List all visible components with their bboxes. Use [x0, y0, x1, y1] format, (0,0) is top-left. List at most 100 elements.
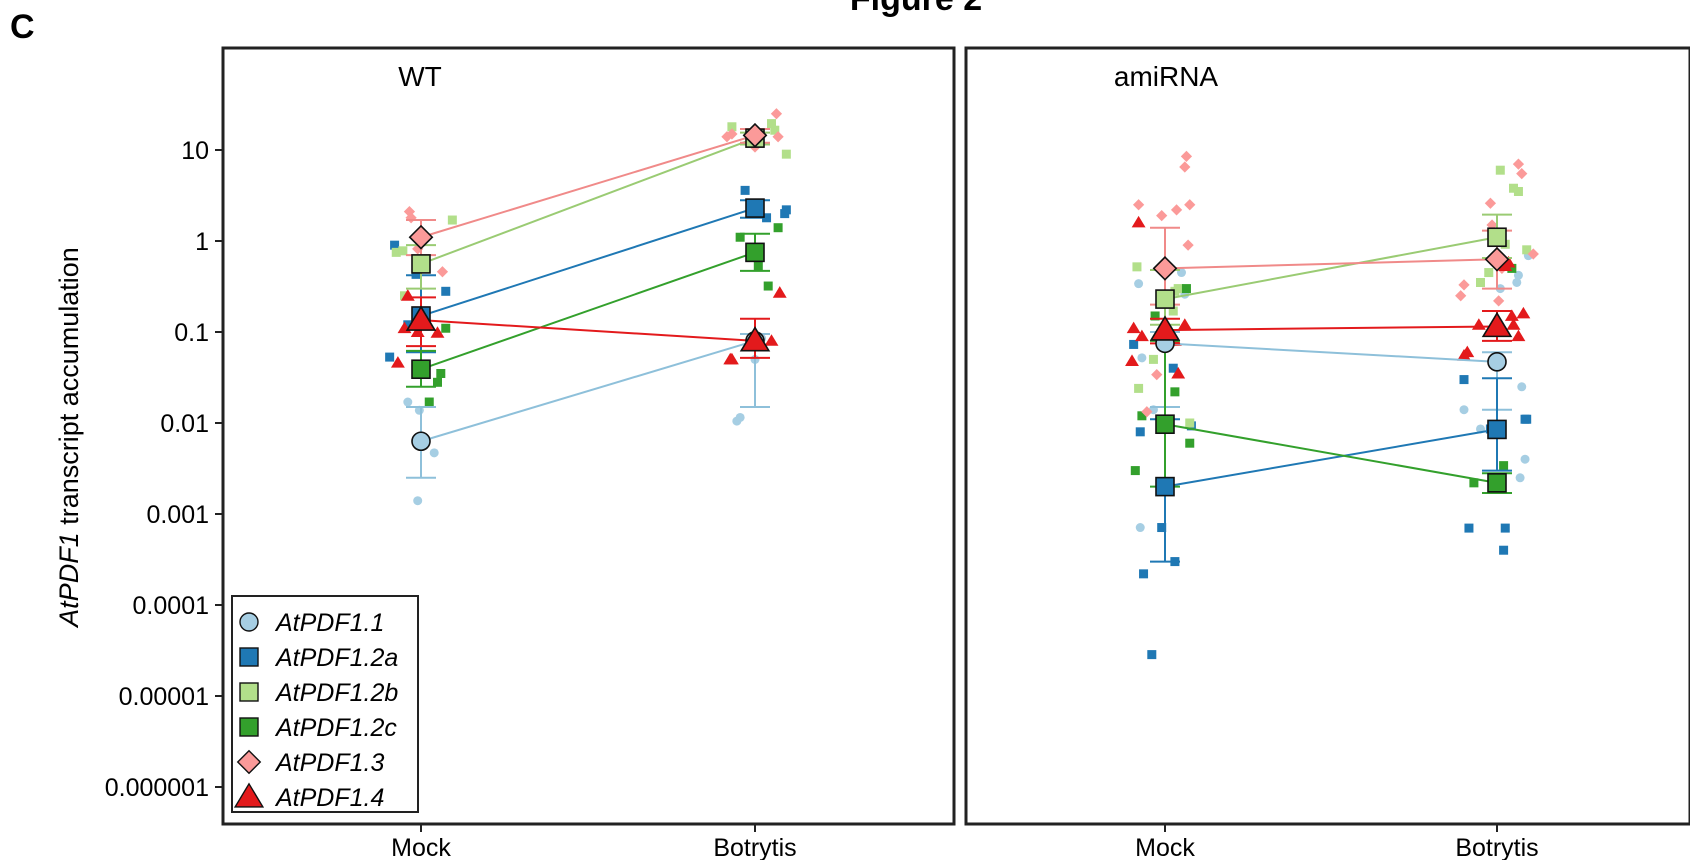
panel-title: WT: [398, 61, 442, 92]
x-tick-label: Botrytis: [1455, 834, 1538, 860]
legend-marker: [239, 612, 259, 632]
data-point: [391, 247, 401, 257]
data-point: [436, 266, 449, 278]
legend-marker: [239, 647, 259, 667]
data-point: [1139, 569, 1149, 579]
y-tick-label: 0.001: [146, 501, 209, 529]
data-point: [1168, 363, 1178, 373]
data-point: [1460, 345, 1475, 358]
data-point: [773, 223, 783, 233]
data-point: [441, 323, 451, 333]
data-point: [1484, 268, 1494, 278]
mean-line: [1164, 423, 1498, 484]
data-point: [767, 119, 776, 129]
mean-line: [1164, 342, 1498, 363]
data-point: [1522, 414, 1532, 424]
data-point: [1141, 406, 1153, 418]
mean-point: [745, 242, 765, 263]
data-point: [390, 356, 405, 368]
data-point: [1129, 339, 1139, 349]
legend-marker: [233, 782, 265, 808]
mean-point: [1487, 419, 1507, 440]
data-point: [1493, 295, 1505, 307]
data-point: [1134, 279, 1144, 289]
data-point: [436, 368, 446, 378]
y-tick-label: 1: [195, 228, 209, 256]
data-point: [1132, 262, 1142, 272]
data-point: [772, 131, 784, 143]
legend-marker: [239, 717, 259, 737]
mean-point: [1155, 476, 1175, 497]
legend-label: AtPDF1.4: [274, 784, 384, 812]
data-point: [1170, 387, 1180, 397]
data-point: [1125, 354, 1139, 366]
legend: AtPDF1.1 AtPDF1.2a AtPDF1.2b AtPDF1.2c AtPDF…: [231, 595, 419, 813]
data-point: [1513, 186, 1523, 196]
data-point: [1185, 438, 1195, 448]
data-point: [781, 149, 791, 159]
data-point: [763, 281, 773, 291]
data-point: [1173, 284, 1183, 294]
data-point: [398, 246, 408, 256]
mean-line: [420, 137, 756, 265]
data-point: [1170, 204, 1183, 216]
y-tick-label: 0.01: [160, 410, 209, 438]
mean-point: [1149, 315, 1181, 341]
figure-title: Figure 2: [850, 0, 982, 18]
mean-point: [405, 305, 437, 331]
data-point: [735, 412, 745, 422]
x-tick-label: Mock: [1135, 834, 1195, 860]
data-point: [770, 108, 783, 120]
data-point: [1135, 427, 1145, 437]
mean-point: [1487, 227, 1507, 248]
y-tick-label: 0.000001: [105, 774, 209, 802]
data-point: [1495, 165, 1505, 175]
data-point: [1132, 199, 1145, 211]
data-point: [1182, 239, 1194, 251]
data-point: [1455, 290, 1467, 302]
data-point: [429, 448, 439, 458]
mean-point: [411, 359, 431, 380]
data-point: [1458, 279, 1470, 291]
y-tick-label: 0.00001: [119, 683, 209, 711]
data-point: [1516, 168, 1528, 180]
data-point: [1504, 309, 1519, 321]
data-point: [1459, 405, 1469, 415]
x-tick-label: Mock: [391, 834, 451, 860]
data-point: [1509, 183, 1518, 193]
mean-line: [1164, 258, 1498, 270]
data-point: [1484, 197, 1497, 209]
mean-point: [1155, 414, 1175, 435]
data-point: [753, 261, 763, 271]
data-point: [781, 205, 791, 215]
legend-label: AtPDF1.2a: [274, 644, 398, 672]
data-point: [1513, 270, 1523, 280]
data-point: [1469, 478, 1479, 488]
y-tick-label: 0.1: [174, 319, 209, 347]
data-point: [1500, 523, 1510, 533]
panel-frame: [964, 46, 1690, 826]
data-point: [1184, 199, 1196, 211]
data-point: [1179, 161, 1191, 173]
legend-marker: [239, 682, 259, 702]
mean-line: [420, 207, 756, 317]
data-point: [441, 286, 451, 296]
mean-point: [1487, 352, 1507, 372]
legend-label: AtPDF1.3: [274, 749, 384, 777]
data-point: [1511, 329, 1526, 342]
data-point: [1501, 255, 1516, 268]
mean-line: [420, 251, 756, 371]
data-point: [1181, 284, 1191, 294]
data-point: [1126, 321, 1141, 334]
data-point: [1464, 523, 1474, 533]
data-point: [1517, 382, 1527, 392]
data-point: [1522, 245, 1532, 255]
data-point: [1520, 454, 1530, 464]
y-tick-label: 10: [181, 137, 209, 165]
y-axis-label-gene: AtPDF1: [54, 532, 84, 629]
data-point: [1516, 306, 1531, 319]
data-point: [1459, 375, 1469, 385]
mean-point: [1155, 289, 1175, 309]
data-point: [403, 320, 413, 330]
